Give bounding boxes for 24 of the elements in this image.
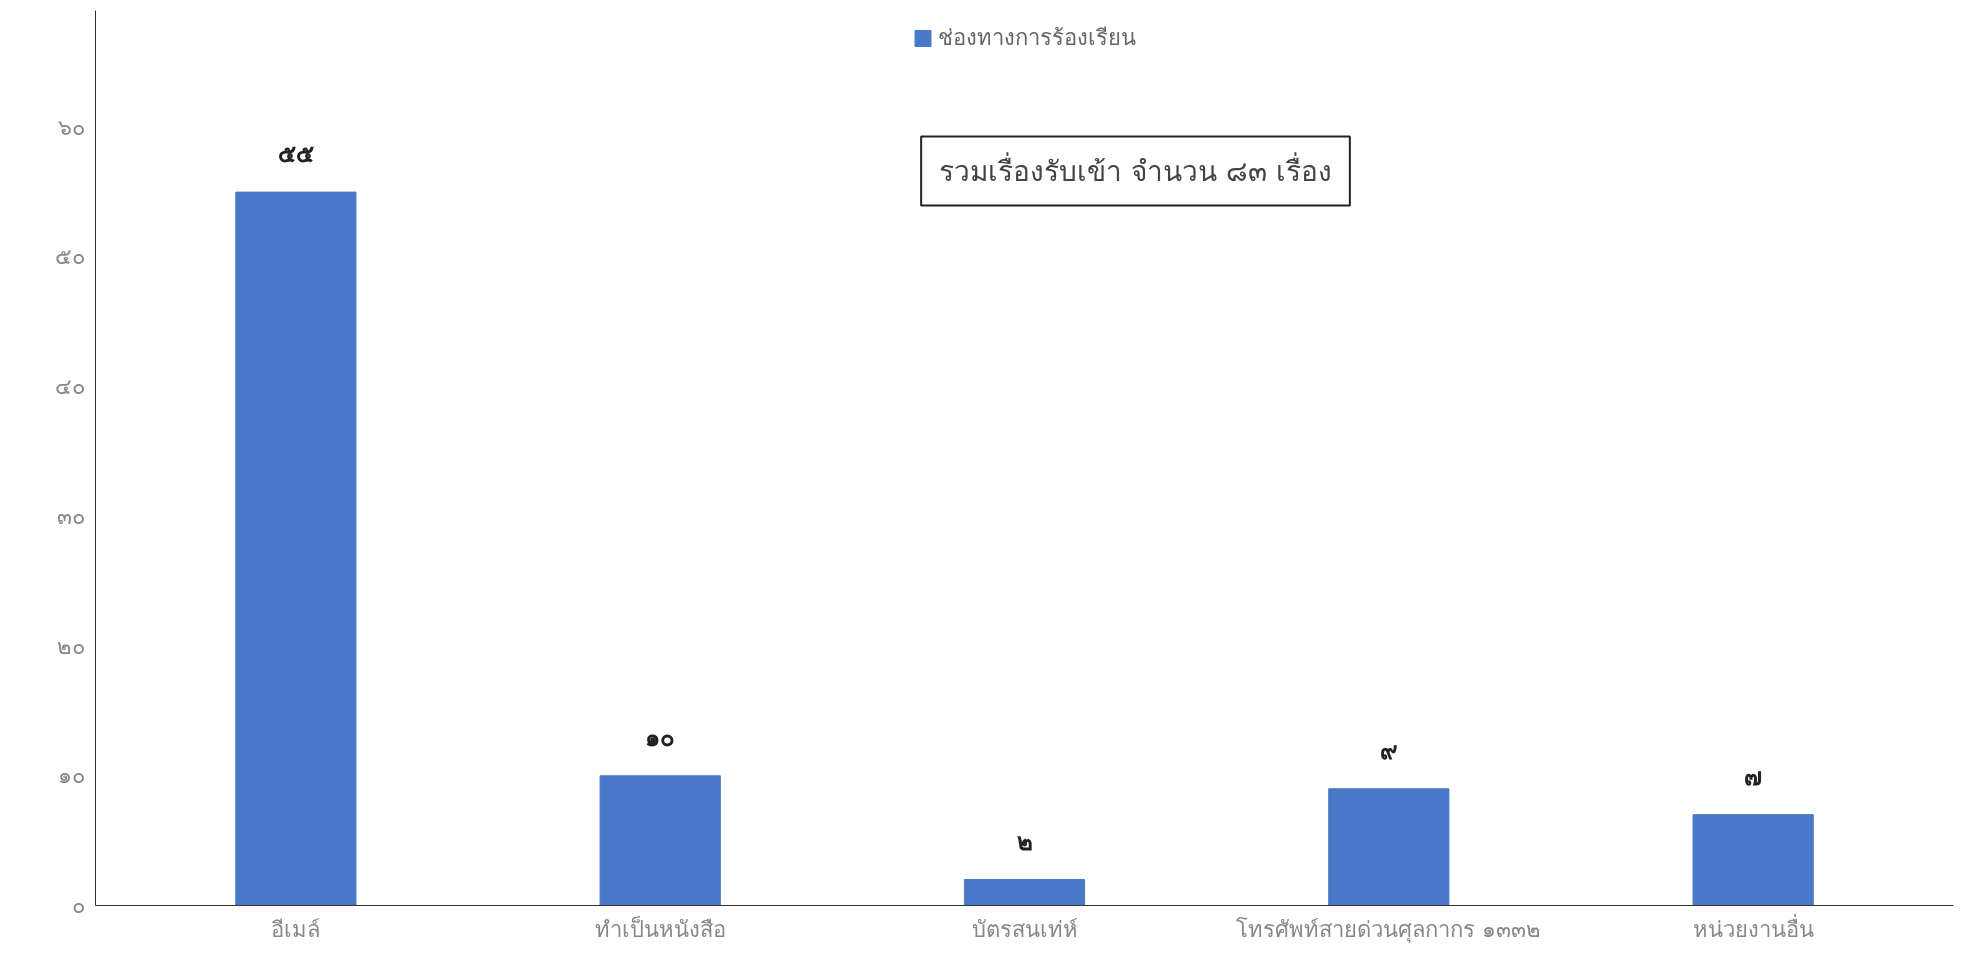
annotation: รวมเรื่องรับเข้า จำนวน ๘๓ เรื่อง [939, 151, 1332, 188]
y-tick-label: ๒๐ [56, 633, 85, 659]
y-tick-label: ๖๐ [57, 114, 85, 140]
y-tick-label: ๓๐ [56, 503, 85, 529]
data-label: ๑๐ [645, 724, 676, 751]
data-label: ๗ [1744, 763, 1763, 790]
bar [235, 191, 357, 906]
bar [1692, 814, 1814, 906]
data-label: ๕๕ [277, 141, 314, 168]
y-tick-label: ๑๐ [57, 763, 85, 789]
data-label: ๙ [1379, 737, 1398, 764]
x-tick-label: บัตรสนเท่ห์ [971, 916, 1078, 942]
bar [963, 879, 1086, 906]
x-tick-label: หน่วยงานอื่น [1692, 913, 1814, 942]
y-tick-label: ๕๐ [54, 244, 85, 270]
y-tick-label: ๐ [71, 893, 85, 918]
data-label: ๒ [1016, 828, 1033, 855]
bar [1328, 788, 1450, 906]
x-tick-label: โทรศัพท์สายด่วนศุลกากร ๑๓๓๒ [1236, 916, 1542, 943]
x-tick-label: ทำเป็นหนังสือ [594, 914, 726, 942]
bar [599, 775, 721, 906]
y-tick-label: ๔๐ [54, 374, 85, 400]
legend-label: ช่องทางการร้องเรียน [937, 24, 1136, 52]
x-tick-label: อีเมล์ [271, 916, 321, 942]
